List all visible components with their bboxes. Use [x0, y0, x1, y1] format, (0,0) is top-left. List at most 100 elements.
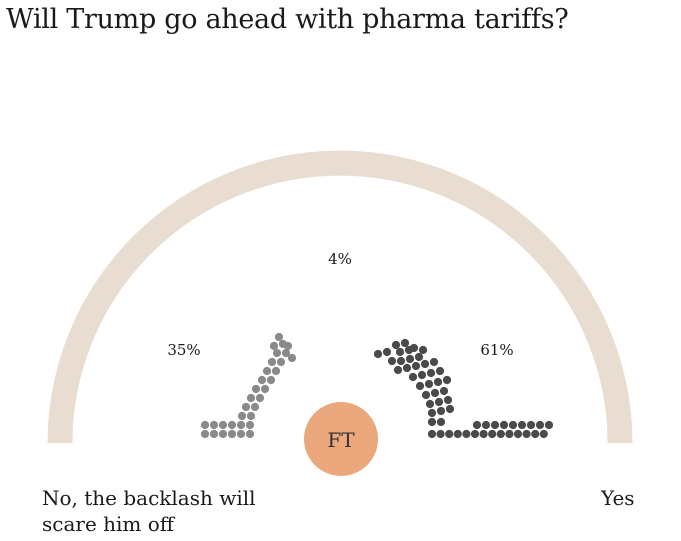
- vote-dot-85: [490, 420, 500, 430]
- arc-track: [47, 150, 633, 444]
- vote-dot-71: [445, 429, 454, 439]
- vote-dot-74: [470, 429, 480, 439]
- vote-dot-32: [283, 341, 293, 351]
- ft-logo-text: FT: [327, 428, 355, 452]
- label-yes: Yes: [601, 485, 635, 511]
- percent-label-yes: 61%: [480, 341, 513, 359]
- vote-dot-57: [442, 375, 452, 385]
- vote-dot-45: [393, 365, 403, 375]
- vote-dot-55: [424, 379, 434, 389]
- vote-dot-18: [251, 384, 261, 394]
- vote-dot-64: [427, 408, 437, 418]
- vote-dot-69: [427, 429, 437, 439]
- vote-dot-17: [255, 393, 265, 403]
- vote-dot-54: [415, 381, 425, 391]
- vote-dots: [200, 332, 554, 439]
- vote-dot-31: [274, 332, 284, 342]
- vote-dot-91: [544, 420, 554, 430]
- vote-dot-87: [508, 420, 518, 430]
- vote-dot-36: [400, 338, 410, 348]
- vote-dot-3: [227, 429, 237, 439]
- vote-dot-80: [522, 429, 531, 439]
- vote-dot-11: [245, 420, 255, 430]
- vote-dot-49: [429, 357, 439, 367]
- vote-dot-50: [408, 372, 418, 382]
- vote-dot-25: [276, 357, 286, 367]
- vote-dot-21: [266, 375, 276, 385]
- vote-dot-68: [436, 417, 446, 427]
- vote-dot-9: [227, 420, 237, 430]
- vote-dot-27: [281, 348, 291, 358]
- vote-dot-79: [513, 429, 523, 439]
- vote-dot-60: [439, 386, 449, 396]
- vote-dot-4: [236, 429, 246, 439]
- vote-dot-5: [245, 429, 255, 439]
- vote-dot-37: [395, 347, 405, 357]
- vote-dot-77: [496, 429, 505, 439]
- vote-dot-40: [396, 356, 406, 366]
- vote-dot-82: [539, 429, 548, 439]
- vote-dot-46: [402, 363, 412, 373]
- vote-dot-15: [250, 402, 260, 412]
- vote-dot-53: [435, 366, 445, 376]
- vote-dot-12: [237, 411, 247, 421]
- vote-dot-51: [417, 370, 427, 380]
- percent-label-no: 35%: [167, 341, 200, 359]
- vote-dot-72: [453, 429, 462, 439]
- vote-dot-13: [246, 411, 256, 421]
- vote-dot-89: [526, 420, 536, 430]
- vote-dot-0: [200, 429, 210, 439]
- vote-dot-28: [287, 353, 297, 363]
- vote-dot-52: [426, 368, 436, 378]
- vote-dot-39: [387, 356, 397, 366]
- vote-dot-7: [209, 420, 219, 430]
- vote-dot-70: [436, 429, 445, 439]
- vote-dot-86: [499, 420, 509, 430]
- vote-dot-8: [218, 420, 228, 430]
- vote-dot-59: [430, 388, 440, 398]
- vote-dot-67: [427, 417, 437, 427]
- vote-dot-62: [434, 397, 444, 407]
- vote-dot-26: [272, 348, 282, 358]
- vote-dot-16: [246, 393, 256, 403]
- percent-label-undecided: 4%: [328, 250, 352, 268]
- chart-title: Will Trump go ahead with pharma tariffs?: [6, 4, 569, 35]
- vote-dot-20: [257, 375, 267, 385]
- vote-dot-41: [405, 354, 415, 364]
- vote-dot-88: [517, 420, 527, 430]
- vote-dot-75: [479, 429, 488, 439]
- vote-dot-42: [414, 352, 424, 362]
- label-yes-line-1: Yes: [601, 486, 635, 510]
- vote-dot-44: [418, 345, 428, 355]
- vote-dot-73: [462, 429, 471, 439]
- label-no-line-2: scare him off: [42, 512, 174, 536]
- vote-dot-19: [260, 384, 270, 394]
- vote-dot-63: [443, 395, 453, 405]
- vote-dot-56: [433, 377, 443, 387]
- label-no-line-1: No, the backlash will: [42, 486, 256, 510]
- vote-dot-43: [409, 343, 419, 353]
- vote-dot-33: [373, 349, 383, 359]
- vote-dot-83: [472, 420, 482, 430]
- vote-dot-84: [481, 420, 491, 430]
- vote-dot-1: [209, 429, 219, 439]
- vote-dot-48: [420, 359, 430, 369]
- vote-dot-76: [488, 429, 497, 439]
- vote-dot-58: [421, 390, 431, 400]
- vote-dot-47: [411, 361, 421, 371]
- ft-logo: [304, 402, 378, 476]
- vote-dot-90: [535, 420, 545, 430]
- vote-dot-22: [262, 366, 272, 376]
- vote-dot-35: [391, 340, 401, 350]
- vote-dot-6: [200, 420, 210, 430]
- vote-dot-29: [269, 341, 279, 351]
- label-no: No, the backlash will scare him off: [42, 485, 342, 537]
- vote-dot-65: [436, 406, 446, 416]
- vote-dot-10: [236, 420, 246, 430]
- vote-dot-81: [531, 429, 540, 439]
- vote-dot-61: [425, 399, 435, 409]
- vote-dot-78: [505, 429, 514, 439]
- vote-dot-14: [241, 402, 251, 412]
- vote-dot-23: [271, 366, 281, 376]
